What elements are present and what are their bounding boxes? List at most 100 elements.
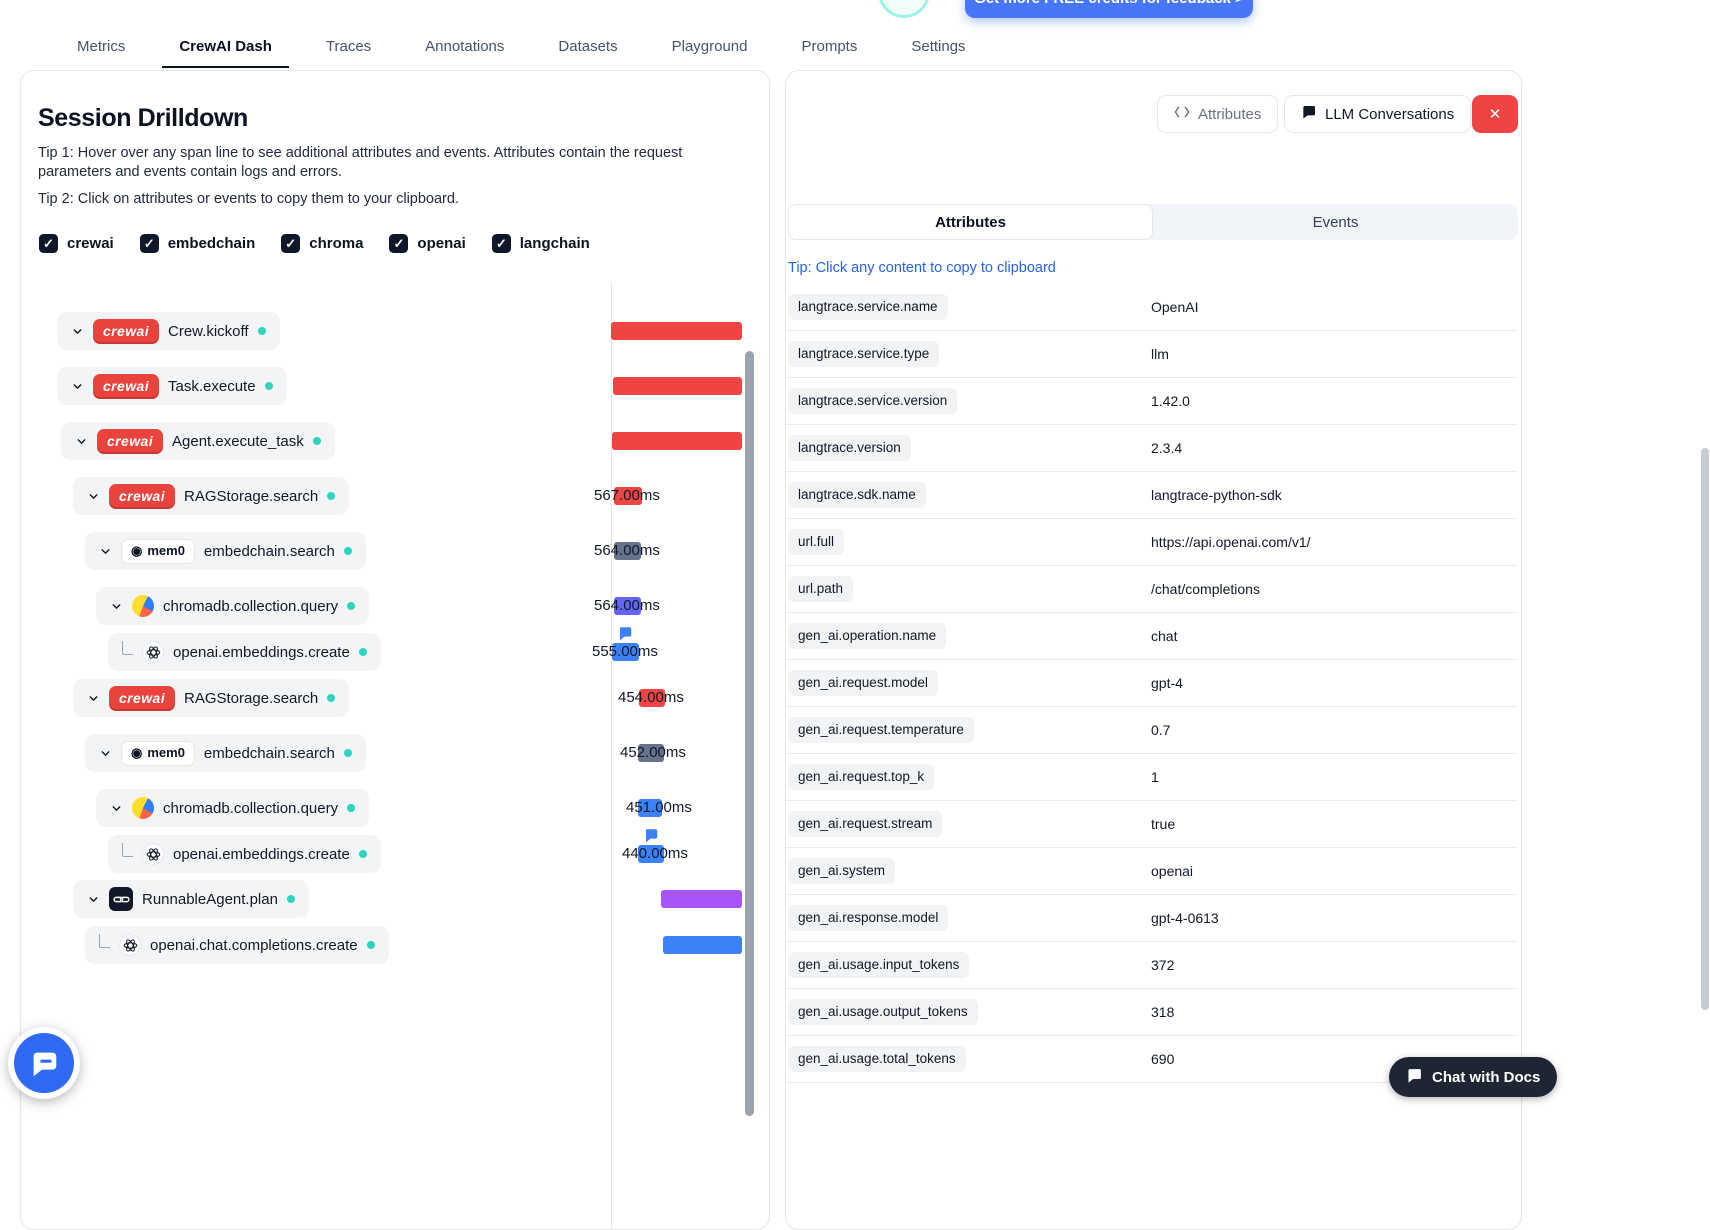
chevron-down-icon[interactable] — [87, 692, 100, 705]
span-agent-execute-task[interactable]: crewai Agent.execute_task — [61, 422, 335, 460]
tab-annotations[interactable]: Annotations — [425, 38, 505, 55]
tab-playground[interactable]: Playground — [671, 38, 748, 55]
llm-conversations-button[interactable]: LLM Conversations — [1284, 95, 1472, 133]
span-embedchain-search[interactable]: ◉ mem0 embedchain.search — [85, 532, 366, 570]
attribute-value[interactable]: true — [1151, 816, 1176, 832]
chevron-down-icon[interactable] — [71, 325, 84, 338]
attribute-key[interactable]: gen_ai.request.model — [788, 670, 938, 696]
attribute-value[interactable]: openai — [1151, 863, 1194, 879]
attribute-key[interactable]: langtrace.sdk.name — [788, 482, 926, 508]
attribute-key[interactable]: gen_ai.request.temperature — [788, 717, 974, 743]
attribute-value[interactable]: llm — [1151, 346, 1169, 362]
attribute-key[interactable]: gen_ai.usage.total_tokens — [788, 1046, 966, 1072]
chat-with-docs-button[interactable]: Chat with Docs — [1389, 1057, 1558, 1097]
span-timeline-bar[interactable] — [612, 432, 742, 450]
attribute-key[interactable]: gen_ai.usage.input_tokens — [788, 952, 970, 978]
attribute-value[interactable]: 372 — [1151, 957, 1175, 973]
attribute-value[interactable]: 0.7 — [1151, 722, 1171, 738]
tab-settings[interactable]: Settings — [911, 38, 966, 55]
detail-tab-events[interactable]: Events — [1312, 213, 1359, 231]
span-timeline-bar[interactable] — [638, 744, 664, 762]
attribute-value[interactable]: langtrace-python-sdk — [1151, 487, 1282, 503]
span-timeline-bar[interactable] — [612, 643, 639, 661]
tab-traces[interactable]: Traces — [325, 38, 372, 55]
close-button[interactable]: ✕ — [1472, 95, 1518, 133]
attribute-key[interactable]: gen_ai.system — [788, 858, 896, 884]
tab-crewai-dash[interactable]: CrewAI Dash — [162, 28, 289, 68]
checkbox-checked-icon[interactable]: ✓ — [39, 234, 58, 253]
span-crew-kickoff[interactable]: crewai Crew.kickoff — [57, 312, 280, 350]
span-timeline-bar[interactable] — [611, 322, 742, 340]
span-timeline-bar[interactable] — [638, 845, 664, 863]
attribute-key[interactable]: gen_ai.operation.name — [788, 623, 947, 649]
checkbox-checked-icon[interactable]: ✓ — [139, 234, 159, 253]
chat-widget-button[interactable] — [8, 1027, 80, 1099]
span-openai-embeddings-create[interactable]: openai.embeddings.create — [108, 633, 381, 671]
checkbox-checked-icon[interactable]: ✓ — [389, 234, 409, 253]
chevron-down-icon[interactable] — [75, 435, 88, 448]
attributes-view-button[interactable]: Attributes — [1157, 95, 1279, 133]
detail-tab-attributes[interactable]: Attributes — [788, 204, 1153, 240]
span-timeline-bar[interactable] — [639, 689, 665, 707]
tree-scrollbar[interactable] — [745, 351, 754, 1116]
span-openai-embeddings-create[interactable]: openai.embeddings.create — [108, 835, 381, 873]
attribute-value[interactable]: 1.42.0 — [1151, 393, 1190, 409]
span-timeline-bar[interactable] — [663, 936, 742, 954]
chevron-down-icon[interactable] — [110, 600, 123, 613]
filter-chroma[interactable]: ✓ chroma — [281, 234, 363, 253]
tab-prompts[interactable]: Prompts — [801, 38, 858, 55]
chevron-down-icon[interactable] — [87, 490, 100, 503]
span-task-execute[interactable]: crewai Task.execute — [57, 367, 287, 405]
span-timeline-bar[interactable] — [614, 597, 641, 615]
attribute-key[interactable]: url.full — [788, 529, 845, 555]
span-timeline-bar[interactable] — [614, 487, 642, 505]
span-timeline-bar[interactable] — [661, 890, 742, 908]
attribute-value[interactable]: 1 — [1151, 769, 1159, 785]
span-embedchain-search[interactable]: ◉ mem0 embedchain.search — [85, 734, 366, 772]
filter-crewai[interactable]: ✓ crewai — [39, 234, 114, 253]
attribute-value[interactable]: OpenAI — [1151, 299, 1199, 315]
llm-call-bubble-icon[interactable] — [617, 626, 633, 646]
filter-langchain[interactable]: ✓ langchain — [491, 234, 590, 253]
span-openai-chat-completions-create[interactable]: openai.chat.completions.create — [85, 926, 389, 964]
attribute-key[interactable]: langtrace.service.name — [788, 294, 948, 320]
attribute-key[interactable]: gen_ai.response.model — [788, 905, 949, 931]
tab-metrics[interactable]: Metrics — [77, 38, 126, 55]
checkbox-checked-icon[interactable]: ✓ — [281, 234, 301, 253]
attribute-value[interactable]: chat — [1151, 628, 1178, 644]
span-chromadb-collection-query[interactable]: chromadb.collection.query — [96, 789, 370, 827]
span-ragstorage-search[interactable]: crewai RAGStorage.search — [73, 477, 350, 515]
attribute-key[interactable]: gen_ai.request.top_k — [788, 764, 935, 790]
attribute-value[interactable]: /chat/completions — [1151, 581, 1260, 597]
attribute-key[interactable]: langtrace.service.type — [788, 341, 940, 367]
attribute-key[interactable]: langtrace.service.version — [788, 388, 958, 414]
llm-call-bubble-icon[interactable] — [643, 828, 659, 848]
chevron-down-icon[interactable] — [99, 747, 112, 760]
span-timeline-bar[interactable] — [638, 799, 662, 817]
attribute-value[interactable]: gpt-4-0613 — [1151, 910, 1219, 926]
attribute-value[interactable]: https://api.openai.com/v1/ — [1151, 534, 1311, 550]
free-credits-button[interactable]: Get more FREE credits for feedback > — [965, 0, 1253, 18]
filter-openai[interactable]: ✓ openai — [389, 234, 466, 253]
avatar[interactable] — [878, 0, 930, 18]
attribute-value[interactable]: 690 — [1151, 1051, 1175, 1067]
checkbox-checked-icon[interactable]: ✓ — [491, 234, 511, 253]
page-scrollbar[interactable] — [1701, 448, 1709, 1010]
attribute-key[interactable]: langtrace.version — [788, 435, 911, 461]
span-runnableagent-plan[interactable]: RunnableAgent.plan — [73, 880, 309, 918]
attribute-value[interactable]: 318 — [1151, 1004, 1175, 1020]
chevron-down-icon[interactable] — [87, 893, 100, 906]
chevron-down-icon[interactable] — [99, 545, 112, 558]
span-timeline-bar[interactable] — [614, 542, 641, 560]
span-ragstorage-search[interactable]: crewai RAGStorage.search — [73, 679, 350, 717]
filter-embedchain[interactable]: ✓ embedchain — [139, 234, 255, 253]
attribute-value[interactable]: gpt-4 — [1151, 675, 1183, 691]
attribute-key[interactable]: gen_ai.request.stream — [788, 811, 943, 837]
span-chromadb-collection-query[interactable]: chromadb.collection.query — [96, 587, 370, 625]
tab-datasets[interactable]: Datasets — [558, 38, 618, 55]
chevron-down-icon[interactable] — [110, 802, 123, 815]
attribute-key[interactable]: url.path — [788, 576, 854, 602]
span-timeline-bar[interactable] — [613, 377, 742, 395]
chevron-down-icon[interactable] — [71, 380, 84, 393]
attribute-key[interactable]: gen_ai.usage.output_tokens — [788, 999, 978, 1025]
